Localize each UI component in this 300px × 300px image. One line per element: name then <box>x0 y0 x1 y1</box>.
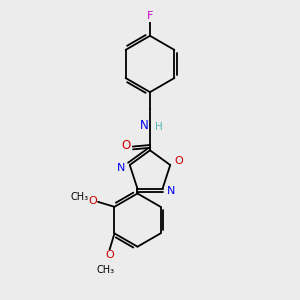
Text: N: N <box>117 163 125 172</box>
Text: N: N <box>140 119 149 132</box>
Text: O: O <box>88 196 97 206</box>
Text: CH₃: CH₃ <box>97 265 115 275</box>
Text: O: O <box>121 139 130 152</box>
Text: H: H <box>155 122 163 133</box>
Text: N: N <box>167 186 176 196</box>
Text: O: O <box>175 156 183 166</box>
Text: CH₃: CH₃ <box>71 192 89 202</box>
Text: O: O <box>106 250 115 260</box>
Text: F: F <box>147 11 153 21</box>
